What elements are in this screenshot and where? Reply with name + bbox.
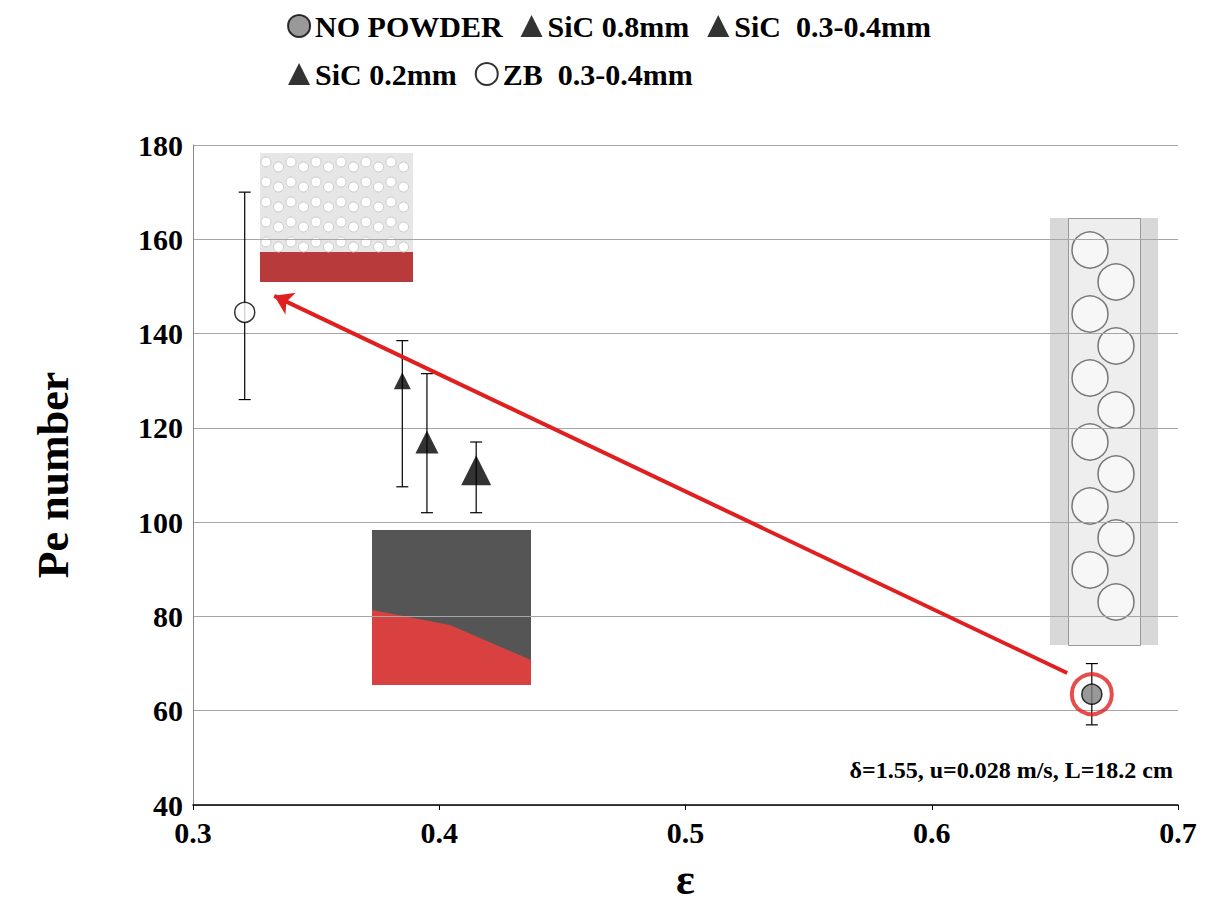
svg-text:ε: ε [676, 855, 695, 904]
svg-text:NO POWDER: NO POWDER [315, 10, 503, 43]
svg-text:0.4: 0.4 [421, 816, 459, 849]
svg-text:δ=1.55, u=0.028 m/s, L=18.2 cm: δ=1.55, u=0.028 m/s, L=18.2 cm [850, 757, 1173, 783]
svg-text:Pe number: Pe number [29, 372, 78, 579]
svg-text:SiC 0.3-0.4mm: SiC 0.3-0.4mm [734, 10, 931, 43]
svg-text:40: 40 [153, 788, 183, 822]
svg-text:0.3: 0.3 [174, 816, 212, 849]
svg-text:0.6: 0.6 [913, 816, 951, 849]
svg-text:140: 140 [138, 317, 183, 350]
svg-text:0.7: 0.7 [1159, 816, 1197, 849]
svg-text:120: 120 [138, 411, 183, 444]
svg-text:180: 180 [138, 129, 183, 162]
svg-text:160: 160 [138, 223, 183, 256]
svg-text:SiC 0.8mm: SiC 0.8mm [548, 10, 690, 43]
svg-text:SiC 0.2mm: SiC 0.2mm [315, 58, 457, 91]
svg-text:80: 80 [153, 600, 183, 633]
svg-text:60: 60 [153, 694, 183, 727]
svg-text:ZB 0.3-0.4mm: ZB 0.3-0.4mm [503, 58, 693, 91]
svg-text:100: 100 [138, 506, 183, 539]
svg-text:0.5: 0.5 [667, 816, 705, 849]
